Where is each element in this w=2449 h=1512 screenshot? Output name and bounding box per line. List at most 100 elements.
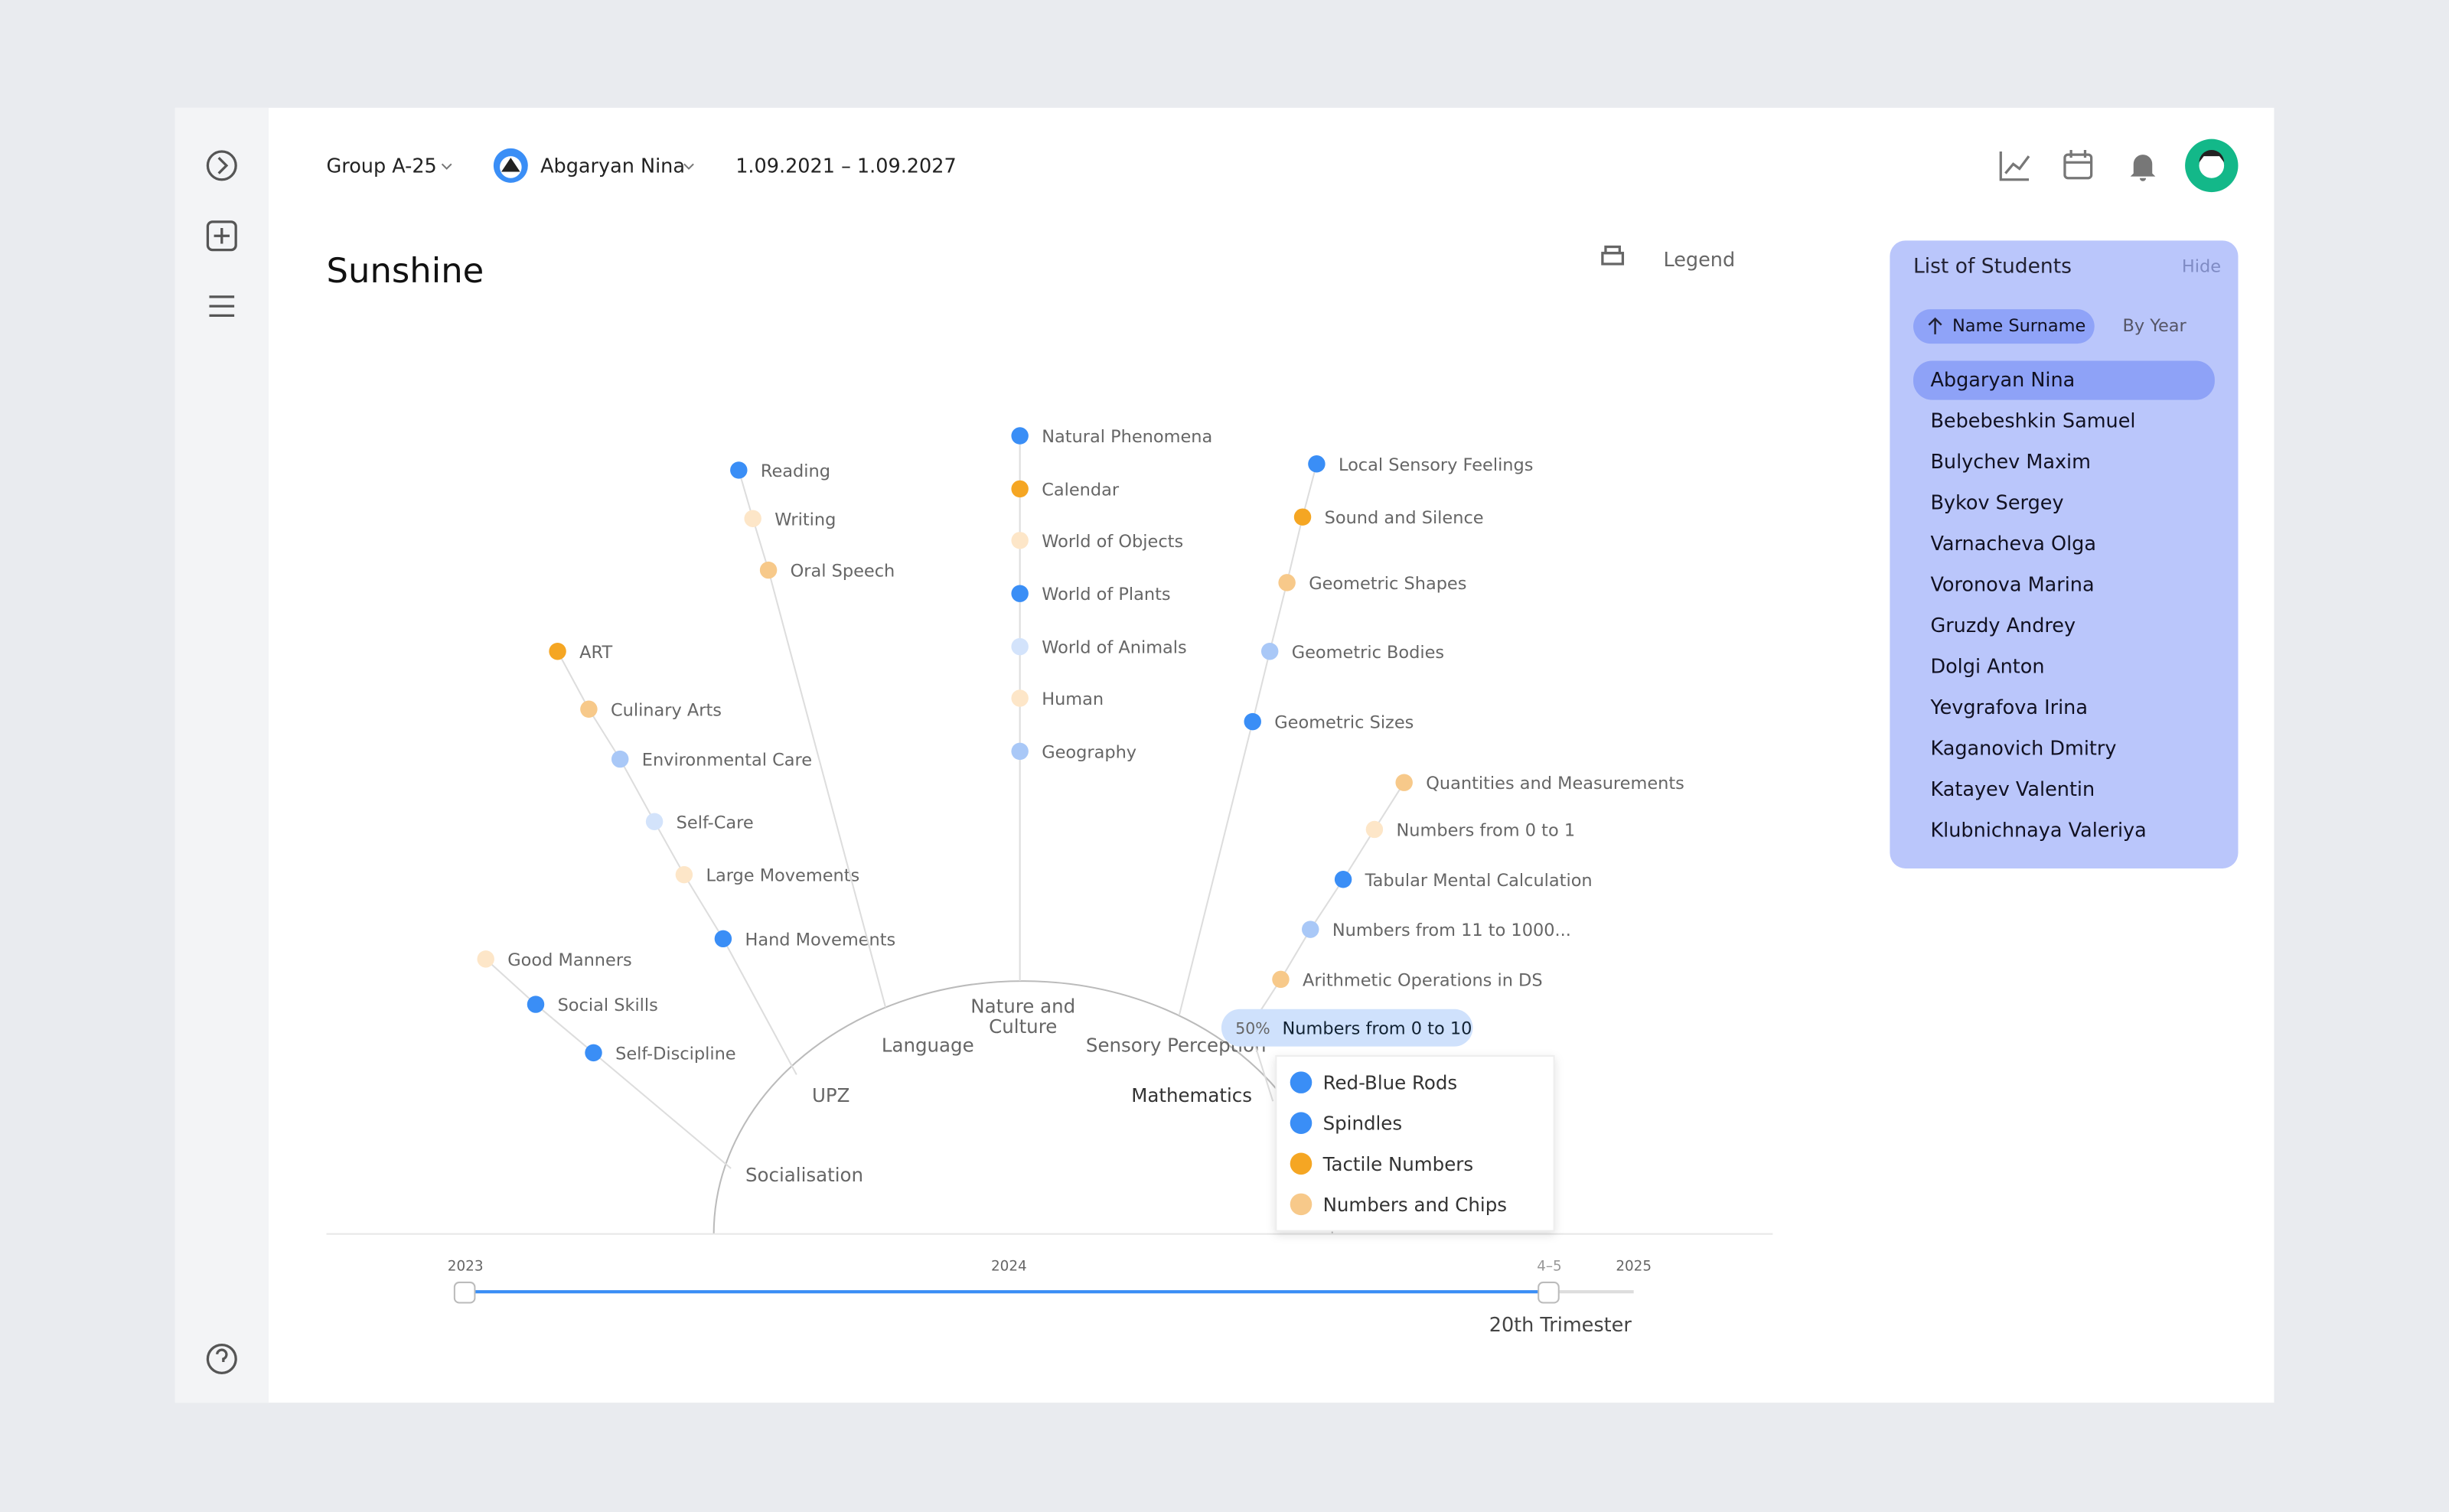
subitem-label[interactable]: Red-Blue Rods	[1323, 1072, 1458, 1094]
item-label[interactable]: World of Animals	[1042, 638, 1187, 658]
item-label[interactable]: Geometric Bodies	[1292, 643, 1444, 663]
item-label[interactable]: Culinary Arts	[611, 700, 722, 720]
item-dot[interactable]	[549, 643, 566, 660]
item-dot[interactable]	[730, 461, 748, 479]
item-dot[interactable]	[1272, 970, 1290, 989]
item-dot[interactable]	[714, 930, 732, 948]
dropdown-box	[1275, 1054, 1555, 1232]
item-dot[interactable]	[580, 700, 598, 718]
item-dot[interactable]	[1302, 921, 1319, 938]
expand-icon[interactable]	[206, 150, 237, 181]
item-dot[interactable]	[1011, 427, 1029, 445]
sort-name[interactable]: Name Surname	[1952, 316, 2085, 336]
item-label[interactable]: ART	[579, 643, 612, 663]
print-icon[interactable]	[1601, 245, 1625, 266]
item-label[interactable]: Geography	[1042, 742, 1136, 762]
item-label[interactable]: Calendar	[1042, 480, 1120, 500]
item-label[interactable]: Arithmetic Operations in DS	[1303, 970, 1543, 990]
chart-icon[interactable]	[1999, 152, 2030, 181]
item-dot[interactable]	[1244, 712, 1261, 731]
item-dot[interactable]	[1011, 532, 1029, 549]
item-label[interactable]: Human	[1042, 689, 1104, 709]
item-label[interactable]: Self-Discipline	[615, 1044, 736, 1064]
student-name[interactable]: Yevgrafova Irina	[1929, 696, 2088, 719]
item-label[interactable]: Large Movements	[706, 866, 859, 886]
item-dot[interactable]	[1260, 643, 1279, 660]
item-label[interactable]: Reading	[761, 461, 830, 481]
item-dot[interactable]	[1011, 480, 1029, 498]
slider-handle[interactable]	[1538, 1281, 1560, 1304]
selected-chip[interactable]	[1221, 1009, 1473, 1047]
student-name[interactable]: Bulychev Maxim	[1930, 451, 2091, 474]
sort-year[interactable]: By Year	[2122, 316, 2186, 336]
sort-chip[interactable]	[1913, 309, 2095, 344]
item-dot[interactable]	[1334, 871, 1352, 888]
add-icon[interactable]	[206, 220, 237, 252]
subitem-label[interactable]: Spindles	[1323, 1113, 1403, 1135]
group-select[interactable]: Group A-25	[327, 155, 437, 178]
item-dot[interactable]	[675, 865, 693, 884]
student-name[interactable]: Bykov Sergey	[1930, 492, 2063, 515]
item-label[interactable]: Environmental Care	[642, 751, 812, 771]
item-label[interactable]: Self-Care	[677, 813, 754, 833]
student-name[interactable]: Dolgi Anton	[1930, 655, 2044, 678]
item-dot[interactable]	[1011, 585, 1029, 602]
item-label[interactable]: World of Objects	[1042, 532, 1183, 552]
item-label[interactable]: Natural Phenomena	[1042, 427, 1212, 447]
student-avatar	[493, 148, 528, 183]
user-avatar[interactable]	[2185, 138, 2239, 193]
branch-line	[485, 958, 732, 1169]
item-dot[interactable]	[1011, 637, 1029, 656]
item-label[interactable]: Tabular Mental Calculation	[1365, 871, 1593, 891]
slider-handle[interactable]	[453, 1281, 476, 1304]
item-label[interactable]: Sound and Silence	[1325, 508, 1484, 528]
student-name[interactable]: Abgaryan Nina	[1930, 369, 2075, 392]
item-label[interactable]: Hand Movements	[745, 930, 895, 950]
item-label[interactable]: Quantities and Measurements	[1426, 774, 1684, 793]
item-dot[interactable]	[477, 950, 494, 968]
panel-title: List of Students	[1913, 255, 2072, 279]
dropdown: Red-Blue Rods Spindles Tactile Numbers Numb…	[1275, 1054, 1555, 1232]
legend-button[interactable]: Legend	[1663, 249, 1735, 272]
item-dot[interactable]	[585, 1044, 602, 1062]
item-dot[interactable]	[611, 750, 629, 768]
item-dot[interactable]	[1011, 689, 1029, 707]
item-label[interactable]: Writing	[774, 510, 836, 530]
item-label[interactable]: Local Sensory Feelings	[1339, 455, 1533, 475]
item-label[interactable]: Geometric Sizes	[1274, 713, 1414, 733]
student-name[interactable]: Bebebeshkin Samuel	[1930, 410, 2135, 433]
subitem-dot	[1290, 1112, 1313, 1134]
student-name[interactable]: Kaganovich Dmitry	[1930, 737, 2116, 760]
calendar-icon[interactable]	[2063, 149, 2093, 180]
student-name[interactable]: Klubnichnaya Valeriya	[1930, 819, 2146, 842]
student-name[interactable]: Katayev Valentin	[1930, 778, 2095, 801]
item-label[interactable]: Numbers from 0 to 1	[1396, 820, 1575, 840]
bell-icon[interactable]	[2130, 155, 2156, 181]
item-dot[interactable]	[527, 996, 545, 1013]
item-label[interactable]: Oral Speech	[791, 562, 895, 582]
help-icon[interactable]	[206, 1343, 237, 1374]
item-dot[interactable]	[1278, 574, 1296, 591]
student-select[interactable]: Abgaryan Nina	[540, 155, 685, 178]
subitem-label[interactable]: Tactile Numbers	[1322, 1153, 1474, 1175]
student-name[interactable]: Voronova Marina	[1930, 573, 2094, 596]
item-dot[interactable]	[1293, 508, 1312, 526]
item-dot[interactable]	[744, 510, 761, 527]
item-dot[interactable]	[1365, 820, 1384, 839]
item-dot[interactable]	[1011, 742, 1029, 761]
hide-button[interactable]: Hide	[2182, 257, 2221, 277]
item-dot[interactable]	[759, 561, 778, 579]
item-dot[interactable]	[1308, 455, 1326, 473]
menu-icon[interactable]	[209, 295, 235, 317]
item-label[interactable]: Geometric Shapes	[1309, 574, 1466, 594]
student-name[interactable]: Varnacheva Olga	[1930, 533, 2096, 556]
item-dot[interactable]	[1395, 774, 1413, 791]
item-dot[interactable]	[645, 813, 664, 830]
subitem-label[interactable]: Numbers and Chips	[1323, 1194, 1507, 1216]
item-label[interactable]: Numbers from 0 to 10	[1283, 1019, 1472, 1039]
student-name[interactable]: Gruzdy Andrey	[1930, 614, 2076, 637]
item-label[interactable]: Numbers from 11 to 1000...	[1332, 921, 1571, 940]
item-label[interactable]: Social Skills	[558, 996, 658, 1015]
item-label[interactable]: World of Plants	[1042, 585, 1170, 604]
item-label[interactable]: Good Manners	[507, 950, 631, 970]
